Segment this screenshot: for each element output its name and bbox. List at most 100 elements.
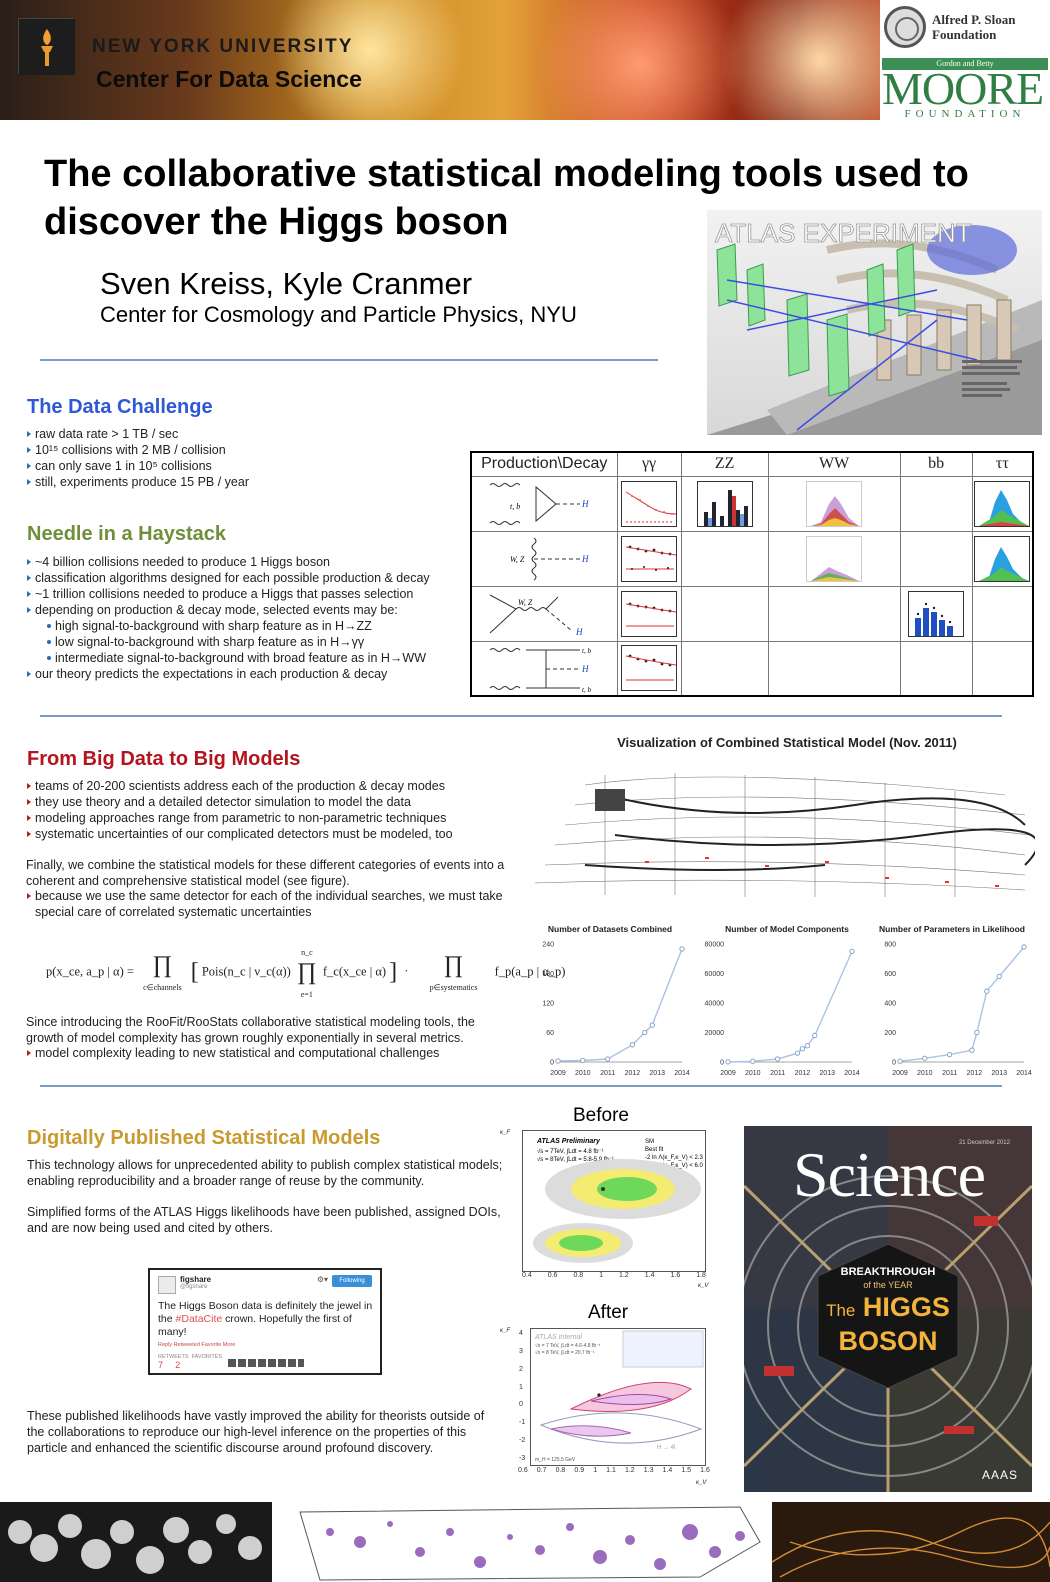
list-item: they use theory and a detailed detector … [27, 794, 507, 810]
tweet-handle: @figshare [180, 1284, 208, 1290]
likelihood-formula: p(x_ce, a_p | α) = ∏ c∈channels [ Pois(n_… [46, 948, 566, 999]
divider [40, 1085, 1002, 1087]
plot-thumbnail [621, 645, 678, 692]
chart-title: Number of Model Components [725, 924, 849, 934]
of-the-year-label: of the YEAR [863, 1280, 913, 1290]
y-tick-label: 180 [542, 971, 554, 978]
svg-text:SM: SM [645, 1139, 654, 1145]
needle-list: ~4 billion collisions needed to produce … [27, 554, 467, 682]
data-point [555, 1058, 561, 1064]
list-item: model complexity leading to new statisti… [27, 1045, 507, 1061]
data-point [984, 988, 990, 994]
x-tick-label: 2009 [892, 1070, 908, 1077]
y-tick-label: 80000 [705, 942, 725, 949]
atlas-event-display: ATLAS EXPERIMENT [707, 210, 1042, 435]
atlas-logo-text: ATLAS EXPERIMENT [715, 218, 972, 248]
before-label: Before [573, 1105, 629, 1126]
list-item: modeling approaches range from parametri… [27, 810, 507, 826]
feynman-vh: W, Z H [470, 585, 618, 642]
x-tick-label: 2011 [942, 1070, 957, 1077]
plot-thumbnail [974, 480, 1031, 527]
before-plot-xaxis: 0.4 0.6 0.8 1 1.2 1.4 1.6 1.8 [522, 1272, 706, 1279]
growth-chart-parameters: 0 200 400 600 800 2009 2010 2011 2012 2013 2014 [884, 942, 1032, 1078]
y-tick-label: 60 [546, 1030, 554, 1037]
moore-foundation: FOUNDATION [904, 108, 1026, 120]
table-header: Production\Decay [470, 451, 618, 477]
big-models-list: teams of 20-200 scientists address each … [27, 778, 507, 842]
tweet-stats: RETWEETS FAVORITES 7 2 [158, 1354, 223, 1370]
section-heading-data-challenge: The Data Challenge [27, 396, 213, 418]
series-line [899, 946, 1025, 1062]
list-item: ~4 billion collisions needed to produce … [27, 554, 467, 570]
before-plot-xlabel: κ_V [698, 1283, 709, 1289]
y-tick-label: 120 [542, 1001, 554, 1008]
growth-chart-datasets: 0 60 120 180 240 2009 2010 2011 2012 2013 2014 [542, 942, 690, 1078]
sloan-foundation-name: Alfred P. Sloan Foundation [932, 12, 1016, 42]
svg-text:H: H [575, 627, 583, 637]
feynman-vbf: W, Z H [470, 530, 618, 587]
plot-thumbnail [621, 535, 678, 582]
data-point [649, 1022, 655, 1028]
data-point [642, 1029, 648, 1036]
sloan-seal-icon [884, 6, 926, 48]
list-item: ~1 trillion collisions needed to produce… [27, 586, 467, 602]
list-item: depending on production & decay mode, se… [27, 602, 467, 618]
table-header: γγ [616, 451, 682, 477]
table-header: bb [899, 451, 973, 477]
list-subitem: intermediate signal-to-background with b… [27, 650, 467, 666]
after-plot-yaxis: 4 3 2 1 0 -1 -2 -3 [519, 1330, 526, 1462]
header-banner: NEW YORK UNIVERSITY Center For Data Scie… [0, 0, 1050, 120]
y-tick-label: 240 [542, 942, 554, 949]
data-point [804, 1043, 811, 1049]
data-point [849, 948, 855, 955]
growth-chart-components: 0 20000 40000 60000 80000 2009 2010 2011 2012 201… [705, 942, 860, 1078]
data-point [750, 1058, 756, 1064]
avatar [158, 1276, 176, 1294]
svg-text:ATLAS Internal: ATLAS Internal [534, 1334, 582, 1341]
footer-image-strip [0, 1502, 1050, 1582]
plot-thumbnail [806, 535, 863, 582]
tweet-text: The Higgs Boson data is definitely the j… [158, 1300, 373, 1338]
svg-text:-2 ln Λ(κ_F,κ_V) < 6.0: -2 ln Λ(κ_F,κ_V) < 6.0 [645, 1163, 704, 1169]
data-challenge-list: raw data rate > 1 TB / sec 10¹⁵ collisio… [27, 426, 447, 490]
y-tick-label: 800 [884, 942, 896, 949]
feynman-ggf: t, b H [470, 475, 618, 532]
nyu-torch-logo [18, 18, 75, 75]
aaas-logo: AAAS [981, 1468, 1018, 1482]
published-paragraph-3: These published likelihoods have vastly … [27, 1409, 485, 1455]
svg-text:t, b: t, b [582, 686, 591, 694]
table-header: ZZ [680, 451, 769, 477]
svg-text:m_H = 125.5 GeV: m_H = 125.5 GeV [535, 1457, 576, 1463]
science-magazine-cover: Science 21 December 2012 BREAKTHROUGH of… [744, 1126, 1032, 1492]
university-name: NEW YORK UNIVERSITY [92, 36, 354, 57]
y-tick-label: 200 [884, 1030, 896, 1037]
follow-button[interactable]: Following [332, 1275, 372, 1287]
x-tick-label: 2010 [917, 1070, 933, 1077]
x-tick-label: 2014 [674, 1070, 690, 1077]
data-point [604, 1056, 611, 1062]
svg-text:-2 ln Λ(κ_F,κ_V) < 2.3: -2 ln Λ(κ_F,κ_V) < 2.3 [645, 1155, 704, 1161]
x-tick-label: 2011 [600, 1070, 615, 1077]
sponsor-logos: Alfred P. Sloan Foundation Gordon and Be… [880, 0, 1050, 120]
viz-title: Visualization of Combined Statistical Mo… [617, 735, 957, 750]
svg-text:√s = 8TeV, ∫Ldt = 5.8-5.9 fb⁻¹: √s = 8TeV, ∫Ldt = 5.8-5.9 fb⁻¹ [537, 1156, 614, 1163]
data-point [812, 1032, 818, 1039]
svg-text:H → 4l: H → 4l [657, 1445, 675, 1451]
data-point [629, 1042, 636, 1048]
x-tick-label: 2013 [649, 1070, 665, 1077]
list-item: classification algorithms designed for e… [27, 570, 467, 586]
y-tick-label: 600 [884, 971, 896, 978]
svg-text:H: H [581, 554, 589, 564]
list-item: systematic uncertainties of our complica… [27, 826, 507, 842]
x-tick-label: 2012 [625, 1070, 641, 1077]
before-contour-plot: ATLAS Preliminary √s = 7TeV, ∫Ldt = 4.8 … [522, 1130, 706, 1272]
data-point [922, 1055, 928, 1061]
feynman-tth: t, b H t, b [470, 640, 618, 697]
x-tick-label: 2013 [819, 1070, 835, 1077]
y-tick-label: 20000 [705, 1030, 725, 1037]
data-point [799, 1046, 806, 1052]
published-paragraph-2: Simplified forms of the ATLAS Higgs like… [27, 1205, 501, 1235]
higgs-boson-title: The HIGGS BOSON [826, 1292, 950, 1356]
list-subitem: low signal-to-background with sharp feat… [27, 634, 467, 650]
svg-text:ATLAS Preliminary: ATLAS Preliminary [536, 1138, 601, 1145]
